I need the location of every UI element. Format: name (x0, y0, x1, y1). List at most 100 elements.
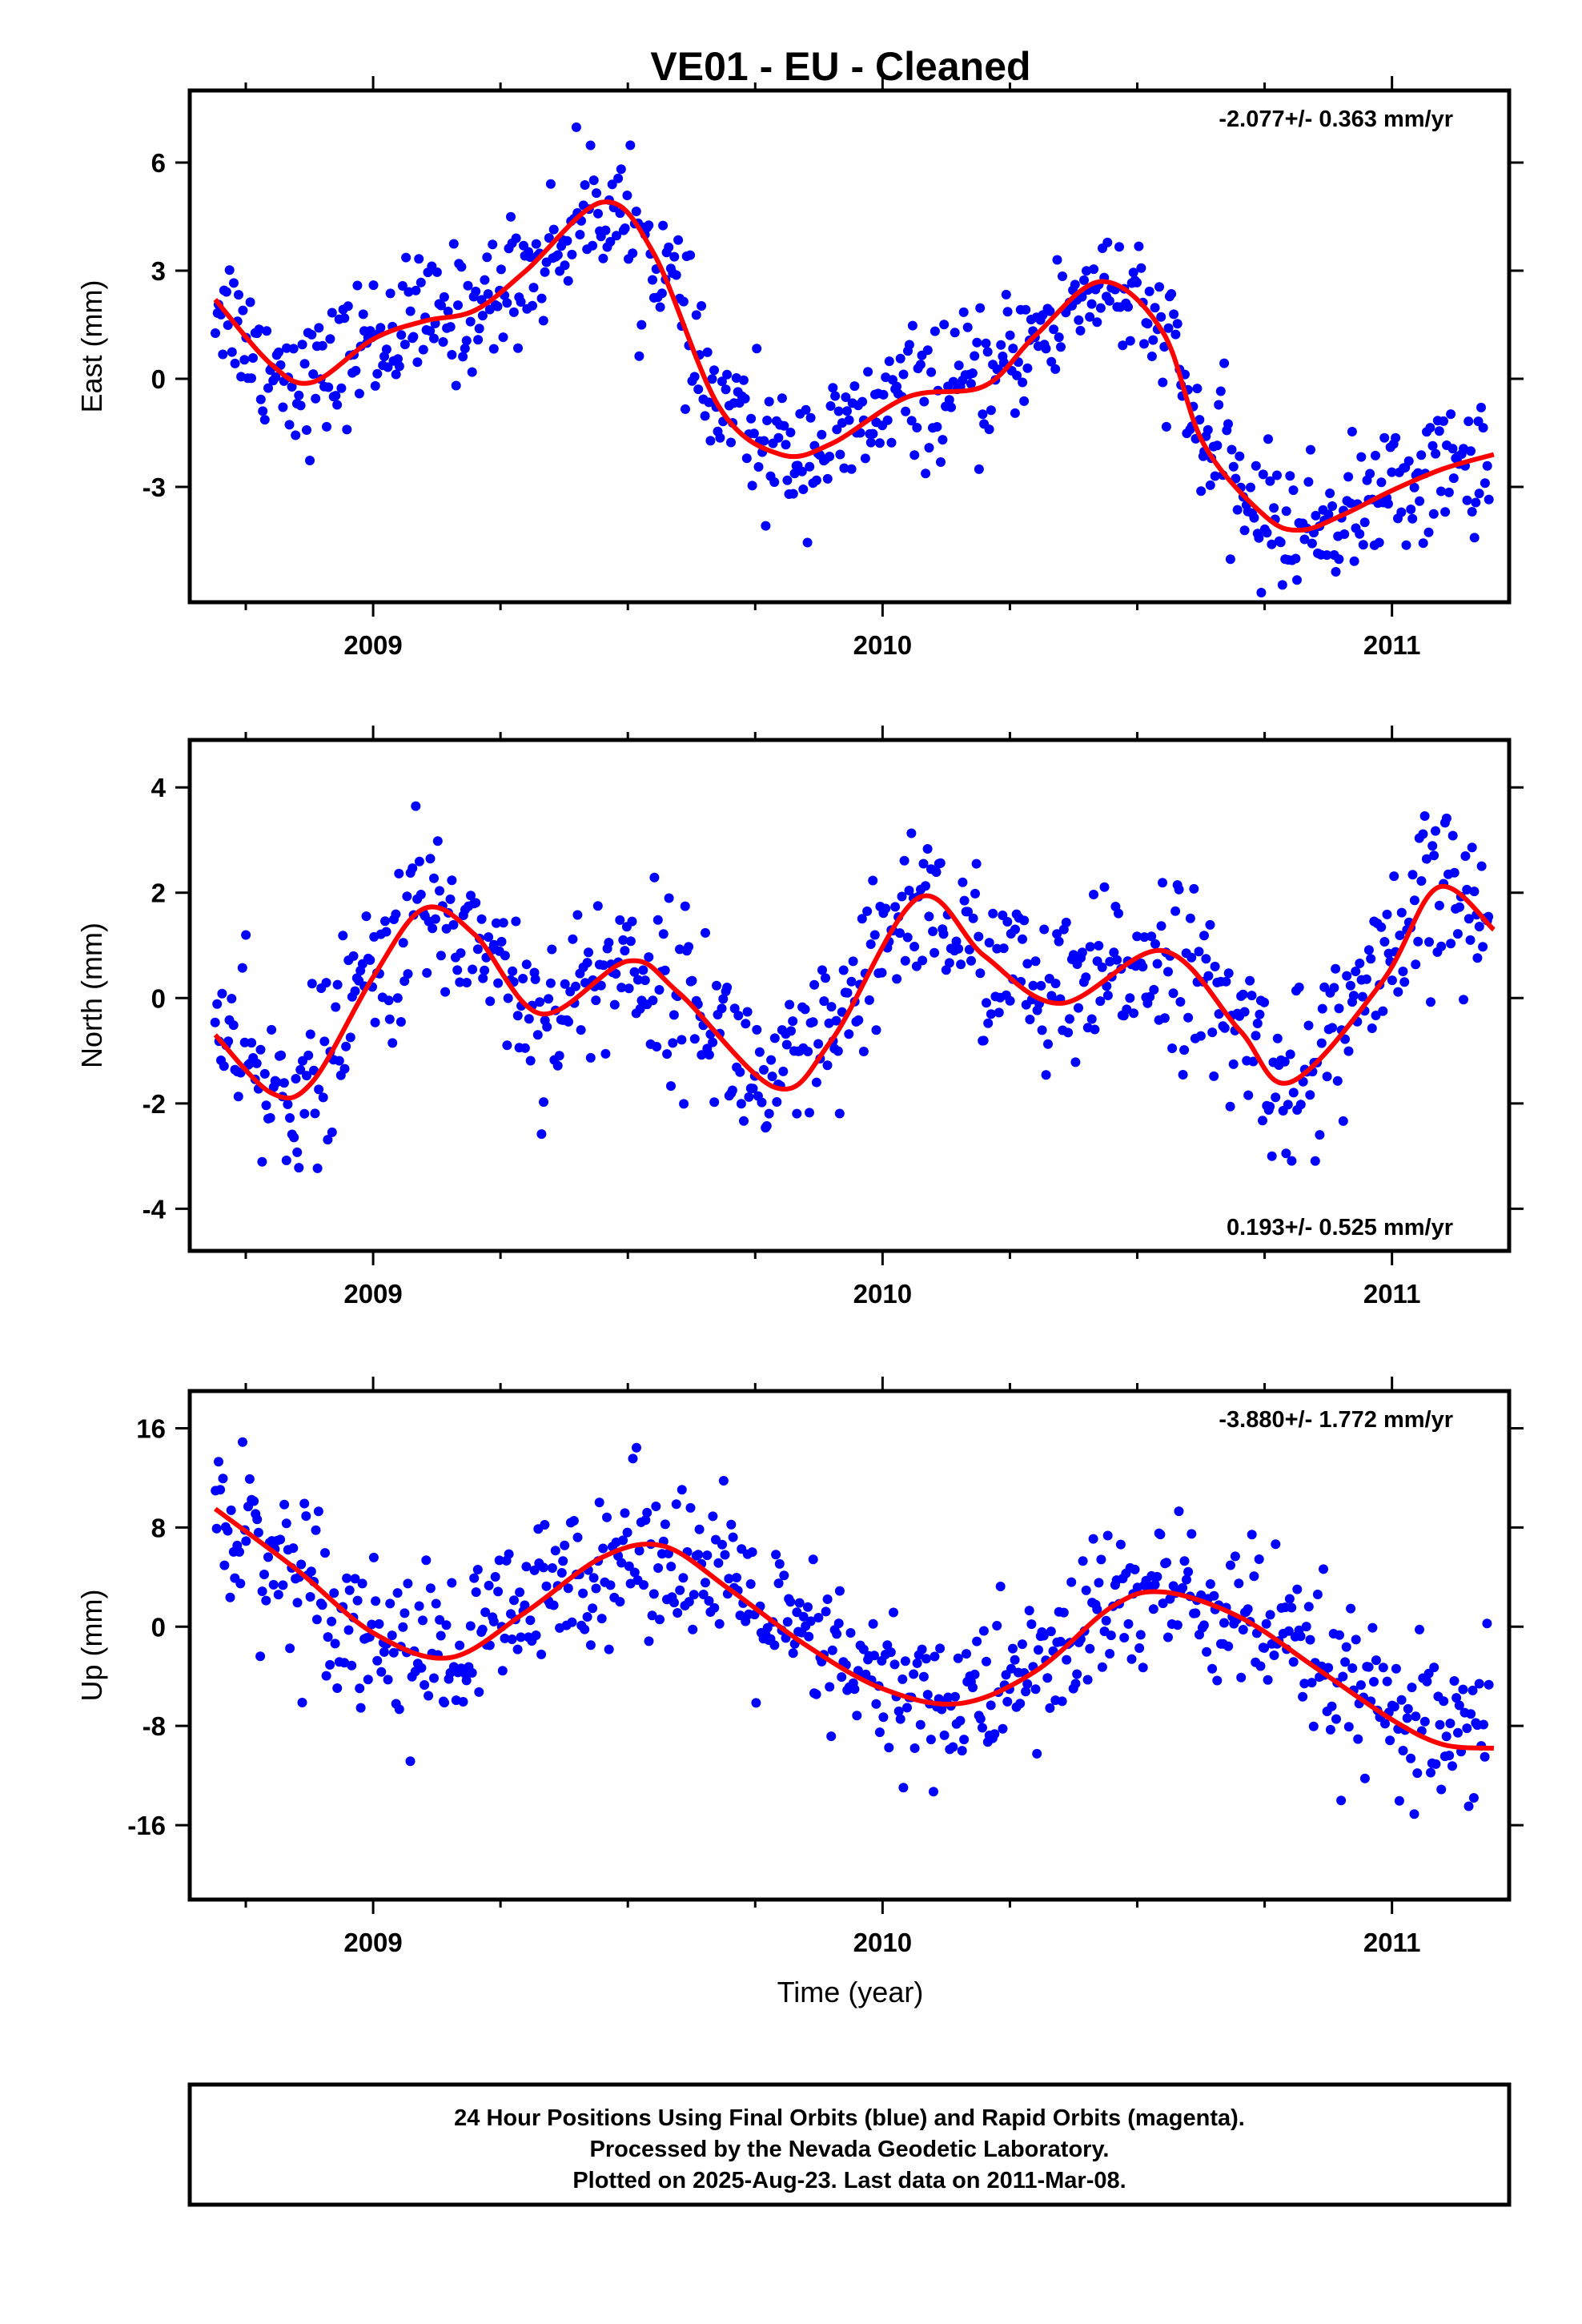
north-data-point (321, 978, 331, 988)
up-data-point (1353, 1734, 1363, 1744)
up-data-point (1209, 1590, 1219, 1601)
north-data-point (668, 1038, 678, 1048)
up-data-point (992, 1621, 1002, 1630)
north-data-point (1139, 932, 1150, 943)
north-data-point (803, 1047, 813, 1056)
north-data-point (857, 914, 867, 924)
north-data-point (1431, 826, 1440, 836)
up-data-point (950, 1691, 960, 1702)
up-data-point (520, 1600, 530, 1610)
north-xtick-label: 2009 (343, 1279, 402, 1309)
east-data-point (1440, 507, 1451, 517)
east-data-point (972, 337, 982, 348)
east-data-point (982, 347, 993, 357)
north-data-point (348, 951, 359, 961)
north-data-point (624, 983, 634, 994)
up-data-point (400, 1608, 410, 1618)
east-data-point (906, 416, 917, 426)
north-data-point (963, 907, 973, 917)
up-data-point (632, 1442, 641, 1453)
north-data-point (383, 995, 394, 1006)
north-data-point (1357, 991, 1367, 1002)
up-data-point (1441, 1731, 1452, 1742)
north-data-point (752, 1024, 762, 1035)
north-data-point (1010, 924, 1020, 935)
east-data-point (1142, 319, 1153, 329)
east-data-point (1446, 409, 1456, 420)
north-ytick-label: 2 (151, 879, 166, 908)
north-data-point (1219, 1023, 1230, 1033)
up-data-point (567, 1617, 577, 1627)
up-data-point (822, 1594, 833, 1604)
up-data-point (970, 1669, 980, 1679)
east-data-point (884, 356, 894, 367)
up-data-point (785, 1597, 796, 1607)
up-data-point (257, 1586, 267, 1597)
up-data-point (868, 1618, 878, 1629)
up-data-point (578, 1588, 588, 1598)
north-data-point (1179, 1045, 1190, 1055)
east-data-point (516, 297, 526, 307)
east-data-point (1427, 440, 1438, 451)
north-data-point (568, 934, 578, 944)
north-data-point (640, 975, 650, 986)
east-data-point (1403, 456, 1414, 466)
east-data-point (463, 280, 473, 291)
north-data-point (310, 1108, 320, 1119)
up-ylabel: Up (mm) (75, 1590, 108, 1702)
east-data-point (1387, 467, 1397, 477)
up-data-point (651, 1502, 661, 1511)
north-data-point (881, 903, 891, 914)
north-data-point (1209, 1071, 1219, 1081)
up-data-point (1150, 1579, 1160, 1590)
up-data-point (782, 1617, 793, 1627)
up-data-point (998, 1723, 1008, 1734)
up-data-point (484, 1640, 495, 1651)
up-data-point (701, 1578, 710, 1588)
north-data-point (1156, 921, 1166, 931)
up-data-point (975, 1714, 986, 1724)
up-data-point (813, 1613, 824, 1622)
east-data-point (715, 432, 725, 443)
east-data-point (1474, 489, 1484, 499)
up-data-point (1085, 1643, 1095, 1654)
north-data-point (1361, 974, 1371, 984)
east-data-point (593, 208, 603, 219)
east-data-point (1225, 554, 1235, 565)
north-data-point (811, 1077, 821, 1088)
east-data-point (391, 369, 401, 380)
up-data-point (1134, 1643, 1145, 1653)
north-data-point (1194, 947, 1204, 957)
north-data-point (1163, 967, 1173, 977)
east-data-point (607, 179, 617, 190)
north-data-point (580, 978, 590, 988)
east-data-point (531, 239, 541, 249)
north-data-point (722, 983, 733, 992)
east-data-point (970, 351, 980, 361)
east-data-point (1383, 499, 1393, 509)
up-data-point (1234, 1578, 1244, 1589)
east-data-point (1235, 451, 1245, 461)
east-data-point (634, 351, 644, 361)
up-data-point (825, 1682, 835, 1692)
east-data-point (904, 340, 914, 350)
north-data-point (1327, 1023, 1338, 1033)
up-data-point (704, 1596, 714, 1606)
east-data-point (1075, 325, 1086, 336)
up-data-point (1178, 1582, 1188, 1593)
east-data-point (1156, 312, 1166, 322)
north-data-point (1170, 906, 1181, 916)
north-data-point (511, 916, 521, 927)
up-xtick-label: 2009 (343, 1928, 402, 1957)
north-data-point (1409, 895, 1419, 906)
east-data-point (308, 369, 319, 380)
up-data-point (628, 1454, 638, 1464)
north-data-point (485, 996, 496, 1007)
north-data-point (554, 1051, 564, 1061)
up-data-point (465, 1621, 476, 1631)
caption-line-2: Processed by the Nevada Geodetic Laborat… (590, 2137, 1110, 2162)
north-data-point (279, 1078, 289, 1088)
up-data-point (558, 1556, 568, 1566)
north-data-point (1387, 975, 1397, 986)
east-ytick-label: 0 (151, 364, 166, 394)
